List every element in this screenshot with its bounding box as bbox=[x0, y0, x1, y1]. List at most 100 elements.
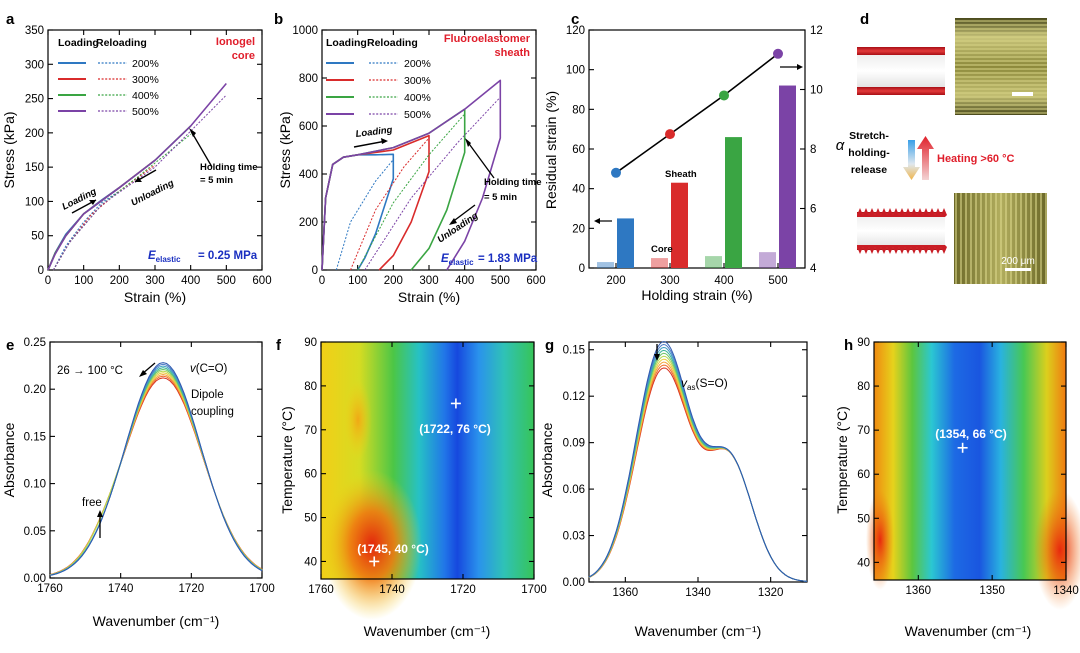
arrow-head bbox=[97, 510, 103, 517]
scale-bar bbox=[1005, 268, 1031, 271]
y-tick-label: 0.05 bbox=[24, 526, 46, 538]
panel-d: d Stretch- holding- release Heating >60 … bbox=[848, 11, 1047, 284]
heatmap-hotspot bbox=[344, 380, 372, 460]
mode-label: (C=O) bbox=[196, 363, 228, 375]
spectrum-curve bbox=[49, 363, 263, 576]
scale-label: 200 μm bbox=[1001, 256, 1035, 267]
y2-tick-label: 10 bbox=[810, 85, 823, 97]
x-tick-label: 1740 bbox=[379, 584, 405, 596]
panel-c: c 200 300 400 500 0 20 40 60 80 100 120 4 6 8 10 12 Cor… bbox=[543, 11, 845, 303]
annotation-dipole-1: Dipole bbox=[191, 389, 224, 401]
x-tick-label: 500 bbox=[768, 275, 787, 287]
down-arrow-icon bbox=[903, 140, 920, 180]
curve-loading-400- bbox=[321, 108, 466, 271]
panel-letter: e bbox=[6, 337, 14, 354]
bar-sheath bbox=[671, 182, 688, 268]
arrow-head bbox=[89, 200, 96, 205]
bar-sheath bbox=[617, 218, 634, 268]
curve-reloading-400- bbox=[52, 133, 192, 271]
panel-letter: f bbox=[276, 337, 282, 354]
fiber-schematic-after bbox=[857, 208, 947, 254]
y-tick-label: 0.25 bbox=[24, 337, 46, 349]
spectrum-curve bbox=[49, 362, 263, 576]
alpha-point bbox=[611, 167, 621, 178]
x-tick-label: 1760 bbox=[308, 584, 334, 596]
spectra bbox=[49, 362, 263, 576]
y-tick-label: 0.00 bbox=[24, 573, 46, 585]
y-tick-label: 50 bbox=[31, 231, 44, 243]
alpha-point bbox=[719, 90, 729, 101]
y-tick-label: 80 bbox=[857, 381, 870, 393]
x-tick-label: 1340 bbox=[685, 587, 711, 599]
y-tick-label: 80 bbox=[572, 104, 585, 116]
y2-tick-label: 4 bbox=[810, 263, 817, 275]
arrow-head bbox=[797, 64, 803, 70]
y-tick-label: 40 bbox=[304, 556, 317, 568]
y-tick-label: 0.15 bbox=[563, 345, 585, 357]
legend-label: 400% bbox=[132, 90, 159, 102]
x-tick-label: 1760 bbox=[37, 583, 63, 595]
y-axis-label: Residual strain (%) bbox=[543, 91, 559, 209]
y-tick-label: 600 bbox=[299, 121, 318, 133]
curve-reloading-300- bbox=[350, 137, 430, 271]
curve-reloading-500- bbox=[52, 94, 227, 271]
sheath-bottom bbox=[857, 87, 945, 95]
stretch-arrow bbox=[903, 136, 934, 180]
panel-title-line2: sheath bbox=[495, 47, 531, 59]
x-tick-label: 1700 bbox=[521, 584, 547, 596]
y-axis-label: Absorbance bbox=[539, 422, 555, 497]
x-axis-label: Holding strain (%) bbox=[641, 287, 752, 303]
x-tick-label: 200 bbox=[606, 275, 625, 287]
y-tick-label: 40 bbox=[572, 184, 585, 196]
y-tick-label: 1000 bbox=[292, 25, 318, 37]
annotation-unloading: Unloading bbox=[436, 210, 481, 245]
heatmap-background bbox=[874, 342, 1066, 580]
arrow-head bbox=[449, 218, 457, 225]
spectrum-curve bbox=[49, 372, 263, 576]
scale-bar bbox=[1012, 92, 1033, 96]
micrograph-after: 200 μm bbox=[954, 193, 1047, 284]
x-tick-label: 1720 bbox=[179, 583, 205, 595]
arrow-head bbox=[135, 177, 142, 182]
annotation-unloading: Unloading bbox=[129, 178, 176, 209]
heatmap-hotspot bbox=[322, 470, 422, 620]
x-tick-label: 100 bbox=[348, 275, 367, 287]
y-tick-label: 0.12 bbox=[563, 391, 585, 403]
stretch-label-3: release bbox=[851, 164, 887, 176]
panel-e: e 1760 1740 1720 1700 0.00 0.05 0.10 0.15 0.20 0.… bbox=[1, 337, 275, 629]
x-tick-label: 200 bbox=[384, 275, 403, 287]
panel-g: g 1360 1340 1320 0.00 0.03 0.06 0.09 0.12 0.15 v… bbox=[539, 337, 808, 639]
sheath-top bbox=[857, 47, 945, 55]
legend-label: 200% bbox=[404, 58, 431, 70]
spectrum-curve bbox=[588, 367, 808, 582]
elastic-modulus-value: = 0.25 MPa bbox=[198, 250, 258, 262]
peak-markers bbox=[957, 442, 968, 453]
x-tick-label: 200 bbox=[110, 275, 129, 287]
y-tick-label: 60 bbox=[857, 469, 870, 481]
sheath-wrinkles-top bbox=[857, 208, 947, 217]
x-tick-label: 1700 bbox=[249, 583, 275, 595]
x-tick-label: 300 bbox=[660, 275, 679, 287]
y-tick-label: 0.20 bbox=[24, 384, 46, 396]
e-symbol: E bbox=[441, 253, 449, 265]
x-axis-label: Wavenumber (cm⁻¹) bbox=[93, 613, 220, 629]
fiber-schematic-before bbox=[857, 47, 945, 95]
panel-title-line1: Ionogel bbox=[216, 36, 255, 48]
arrow-head bbox=[189, 128, 196, 137]
elastic-modulus-symbol: Eelastic bbox=[441, 253, 474, 267]
legend-label: 200% bbox=[132, 58, 159, 70]
x-tick-label: 400 bbox=[455, 275, 474, 287]
alpha-point bbox=[665, 129, 675, 140]
panel-title-line2: core bbox=[232, 50, 255, 62]
point-label-1: (1354, 66 °C) bbox=[935, 427, 1007, 441]
heating-label: Heating >60 °C bbox=[937, 153, 1015, 165]
panel-title-line1: Fluoroelastomer bbox=[444, 33, 531, 45]
spectrum-curve bbox=[588, 358, 808, 582]
heatmap bbox=[866, 342, 1080, 610]
curve-loading-500- bbox=[321, 79, 502, 271]
y-tick-label: 70 bbox=[857, 425, 870, 437]
axis-ticks: 200 300 400 500 0 20 40 60 80 100 120 4 6 8 10 12 bbox=[566, 25, 823, 287]
y-tick-label: 50 bbox=[857, 513, 870, 525]
x-axis-label: Wavenumber (cm⁻¹) bbox=[635, 623, 762, 639]
x-tick-label: 1340 bbox=[1053, 585, 1079, 597]
